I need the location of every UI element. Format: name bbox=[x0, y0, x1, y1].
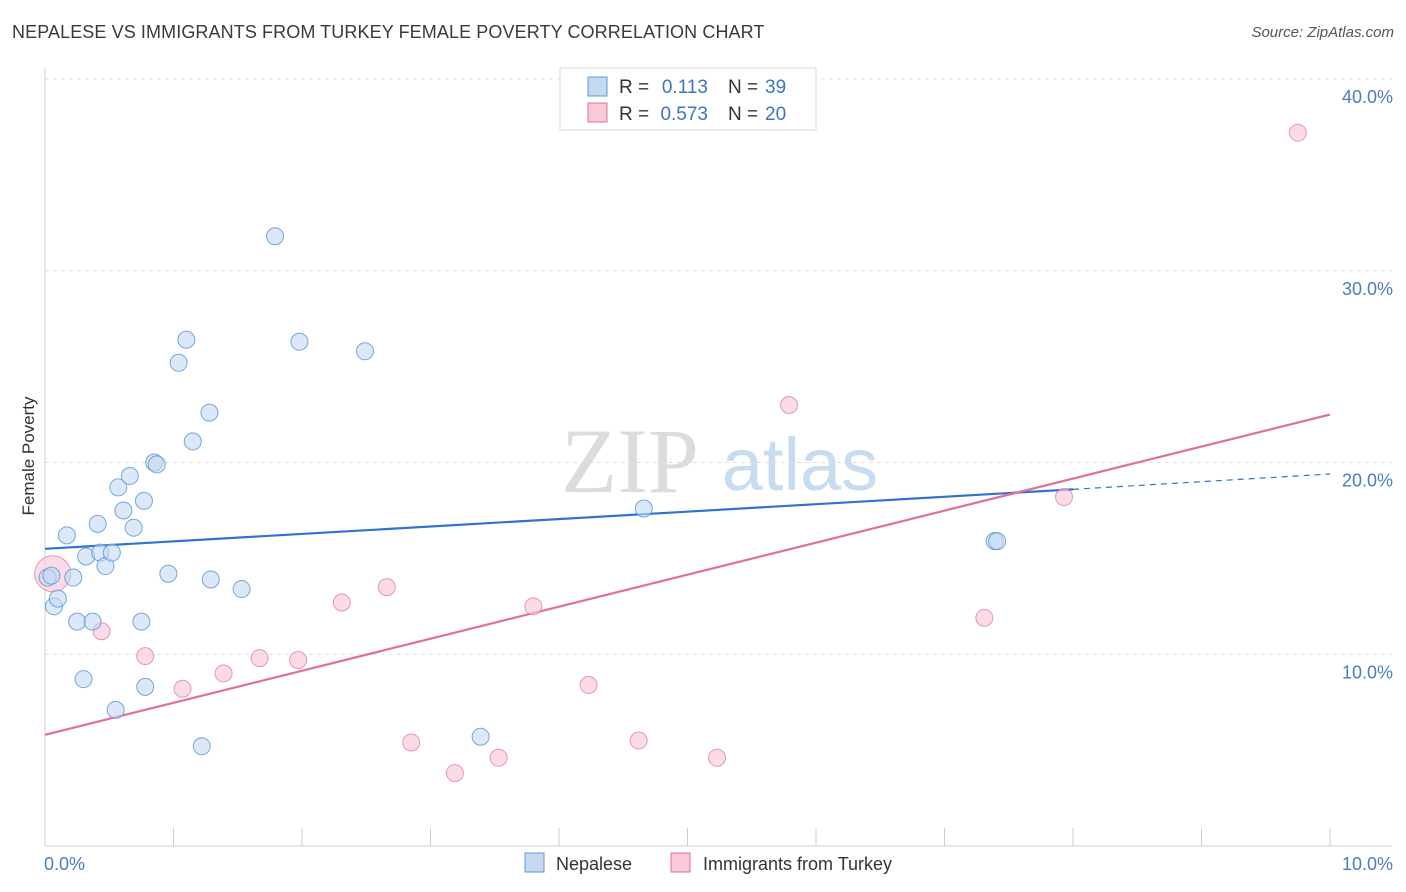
point-nepalese bbox=[192, 737, 211, 756]
trend-line-turkey bbox=[44, 413, 1331, 736]
point-turkey bbox=[445, 764, 464, 783]
legend-r-label-2: R = bbox=[619, 104, 649, 125]
legend-r-value-2: 0.573 bbox=[660, 104, 708, 125]
point-nepalese bbox=[120, 466, 139, 485]
legend-r-value-1: 0.113 bbox=[662, 77, 708, 98]
point-turkey bbox=[136, 647, 155, 666]
point-nepalese bbox=[83, 612, 102, 631]
watermark-zip: ZIP bbox=[561, 410, 699, 512]
trend-line-nepalese bbox=[44, 488, 1074, 550]
point-nepalese bbox=[290, 332, 309, 351]
y-tick-label-40: 40.0% bbox=[1342, 87, 1393, 107]
point-nepalese bbox=[42, 566, 61, 585]
legend-n-label-2: N = bbox=[728, 104, 758, 125]
trend-line-nepalese-extension bbox=[1072, 473, 1331, 490]
point-nepalese bbox=[48, 589, 67, 608]
point-turkey bbox=[579, 675, 598, 694]
point-turkey bbox=[489, 748, 508, 767]
point-turkey bbox=[524, 597, 543, 616]
point-nepalese bbox=[74, 670, 93, 689]
point-nepalese bbox=[109, 478, 128, 497]
point-turkey bbox=[629, 731, 648, 750]
legend-swatch-blue bbox=[587, 76, 608, 97]
point-nepalese bbox=[201, 570, 220, 589]
legend-n-value-1: 39 bbox=[765, 77, 786, 98]
point-turkey bbox=[250, 649, 269, 668]
watermark-atlas: atlas bbox=[722, 423, 878, 506]
top-legend: R = 0.113 N = 39 R = 0.573 N = 20 bbox=[559, 67, 817, 131]
point-nepalese bbox=[169, 353, 188, 372]
point-nepalese bbox=[988, 532, 1007, 551]
point-nepalese bbox=[132, 612, 151, 631]
point-nepalese bbox=[471, 727, 490, 746]
y-tick-label-20: 20.0% bbox=[1342, 471, 1393, 491]
bottom-legend-label-1: Nepalese bbox=[556, 854, 632, 874]
legend-swatch-pink bbox=[587, 102, 608, 123]
point-nepalese bbox=[147, 455, 166, 474]
y-tick-label-10: 10.0% bbox=[1342, 662, 1393, 682]
point-nepalese bbox=[200, 403, 219, 422]
bottom-legend: Nepalese Immigrants from Turkey bbox=[524, 852, 892, 874]
point-nepalese bbox=[266, 227, 285, 246]
point-turkey bbox=[173, 679, 192, 698]
point-nepalese bbox=[106, 700, 125, 719]
point-turkey bbox=[289, 651, 308, 670]
legend-r-label-1: R = bbox=[619, 77, 649, 98]
y-tick-label-30: 30.0% bbox=[1342, 279, 1393, 299]
point-nepalese bbox=[136, 677, 155, 696]
point-turkey bbox=[214, 664, 233, 683]
point-nepalese bbox=[68, 612, 87, 631]
bottom-legend-swatch-blue bbox=[524, 852, 545, 873]
legend-n-label-1: N = bbox=[728, 77, 758, 98]
point-nepalese bbox=[124, 518, 143, 537]
point-turkey bbox=[780, 395, 799, 414]
y-axis-label: Female Poverty bbox=[19, 396, 38, 516]
point-turkey bbox=[332, 593, 351, 612]
chart-title: NEPALESE VS IMMIGRANTS FROM TURKEY FEMAL… bbox=[12, 22, 765, 42]
point-turkey bbox=[975, 608, 994, 627]
ticks: 10.0% 20.0% 30.0% 40.0% 0.0% 10.0% bbox=[44, 87, 1393, 874]
watermark: ZIP atlas bbox=[561, 410, 878, 512]
point-turkey bbox=[377, 578, 396, 597]
point-turkey bbox=[1055, 488, 1074, 507]
point-nepalese bbox=[134, 491, 153, 510]
data-points bbox=[34, 123, 1307, 783]
point-nepalese bbox=[183, 432, 202, 451]
point-turkey bbox=[1288, 123, 1307, 142]
source-label: Source: ZipAtlas.com bbox=[1251, 24, 1394, 41]
trend-lines bbox=[44, 413, 1331, 736]
point-nepalese bbox=[57, 526, 76, 545]
point-nepalese bbox=[88, 514, 107, 533]
point-nepalese bbox=[355, 342, 374, 361]
legend-n-value-2: 20 bbox=[765, 104, 786, 125]
point-nepalese bbox=[634, 499, 653, 518]
axes bbox=[44, 68, 1392, 847]
bottom-legend-label-2: Immigrants from Turkey bbox=[703, 854, 892, 874]
x-tick-label-min: 0.0% bbox=[44, 854, 85, 874]
point-nepalese bbox=[177, 330, 196, 349]
point-nepalese bbox=[114, 501, 133, 520]
point-nepalese bbox=[232, 580, 251, 599]
point-nepalese bbox=[64, 568, 83, 587]
point-turkey bbox=[402, 733, 421, 752]
point-nepalese bbox=[102, 543, 121, 562]
point-nepalese bbox=[159, 564, 178, 583]
bottom-legend-swatch-pink bbox=[670, 852, 691, 873]
point-turkey bbox=[708, 748, 727, 767]
x-tick-label-max: 10.0% bbox=[1342, 854, 1393, 874]
